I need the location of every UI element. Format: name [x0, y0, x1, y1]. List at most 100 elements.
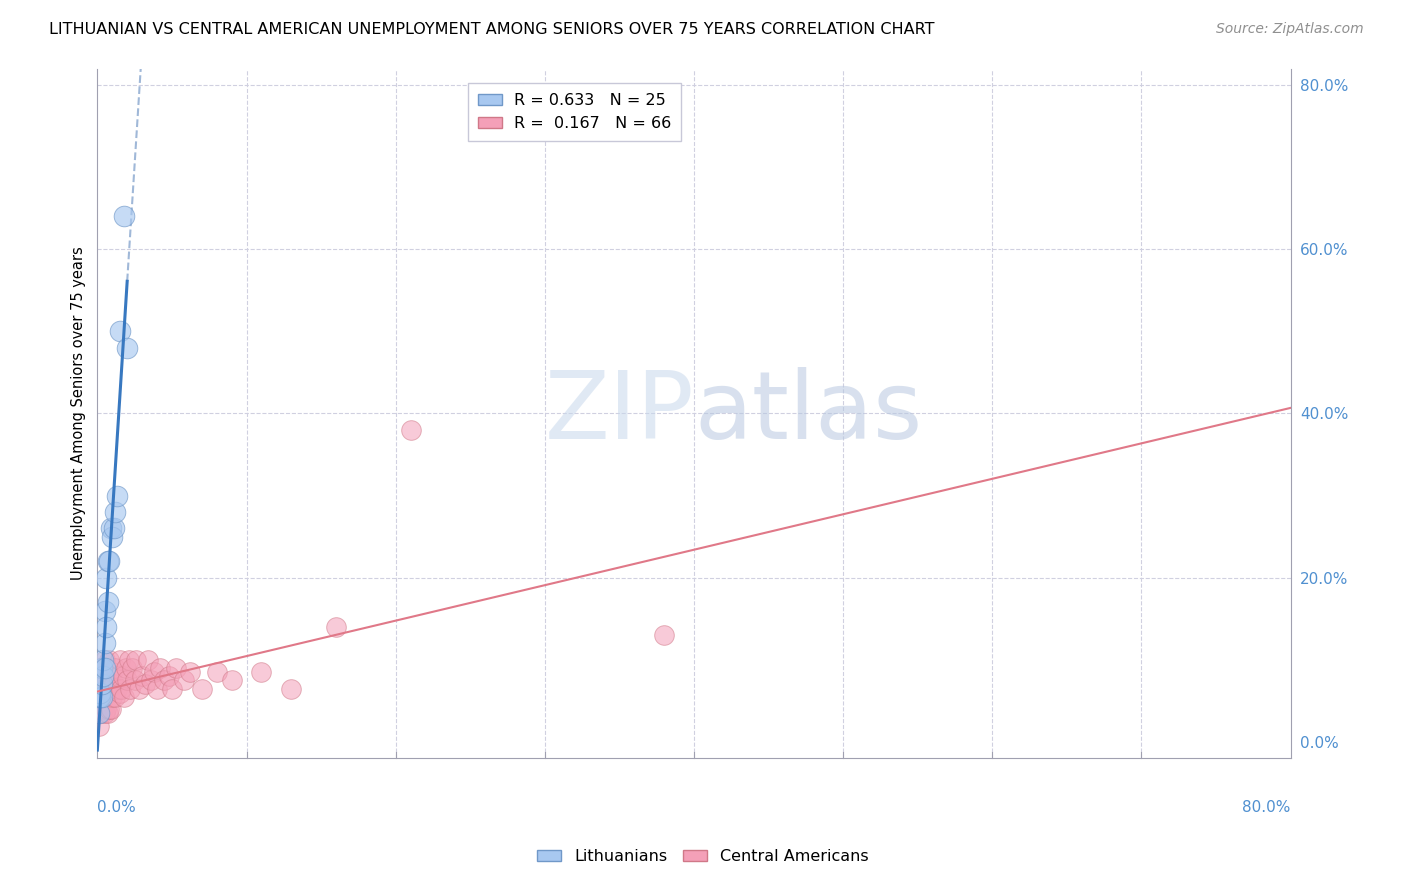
Point [120, 681, 142, 696]
Legend: R = 0.633   N = 25, R =  0.167   N = 66: R = 0.633 N = 25, R = 0.167 N = 66 [468, 84, 682, 141]
Point [94, 706, 117, 721]
Point [205, 665, 228, 679]
Point [101, 665, 124, 679]
Point [108, 324, 131, 338]
Point [87, 718, 110, 732]
Legend: Lithuanians, Central Americans: Lithuanians, Central Americans [531, 843, 875, 871]
Point [103, 521, 125, 535]
Point [104, 505, 127, 519]
Point [98, 681, 121, 696]
Point [112, 210, 135, 224]
Point [90, 690, 112, 704]
Text: Source: ZipAtlas.com: Source: ZipAtlas.com [1216, 22, 1364, 37]
Point [325, 620, 347, 634]
Point [89, 661, 111, 675]
Point [90, 661, 112, 675]
Point [91, 653, 114, 667]
Point [143, 665, 166, 679]
Point [105, 681, 128, 696]
Point [89, 690, 111, 704]
Point [89, 686, 111, 700]
Point [94, 636, 117, 650]
Point [89, 702, 111, 716]
Y-axis label: Unemployment Among Seniors over 75 years: Unemployment Among Seniors over 75 years [72, 246, 86, 581]
Text: 0.0%: 0.0% [97, 800, 136, 814]
Point [90, 677, 112, 691]
Point [97, 706, 120, 721]
Point [124, 673, 146, 688]
Point [111, 669, 134, 683]
Point [157, 669, 180, 683]
Point [115, 673, 138, 688]
Point [121, 661, 143, 675]
Point [128, 681, 150, 696]
Point [250, 665, 273, 679]
Point [108, 686, 131, 700]
Text: LITHUANIAN VS CENTRAL AMERICAN UNEMPLOYMENT AMONG SENIORS OVER 75 YEARS CORRELAT: LITHUANIAN VS CENTRAL AMERICAN UNEMPLOYM… [49, 22, 935, 37]
Point [280, 681, 302, 696]
Point [165, 661, 187, 675]
Point [96, 681, 118, 696]
Point [89, 686, 111, 700]
Point [105, 489, 128, 503]
Point [118, 653, 141, 667]
Point [87, 690, 110, 704]
Point [90, 690, 112, 704]
Point [94, 661, 117, 675]
Point [100, 702, 122, 716]
Point [115, 341, 138, 355]
Point [190, 681, 212, 696]
Text: atlas: atlas [695, 368, 922, 459]
Point [221, 673, 243, 688]
Point [149, 661, 172, 675]
Point [104, 661, 127, 675]
Point [108, 653, 131, 667]
Point [101, 690, 124, 704]
Point [94, 653, 117, 667]
Text: ZIP: ZIP [544, 368, 695, 459]
Point [90, 669, 112, 683]
Point [91, 702, 114, 716]
Point [103, 677, 125, 691]
Point [98, 702, 121, 716]
Point [139, 673, 162, 688]
Point [96, 702, 118, 716]
Point [114, 661, 136, 675]
Point [179, 665, 201, 679]
Point [112, 690, 135, 704]
Point [399, 423, 422, 437]
Point [652, 628, 675, 642]
Point [131, 669, 153, 683]
Point [97, 595, 120, 609]
Point [134, 677, 156, 691]
Point [101, 530, 124, 544]
Text: 80.0%: 80.0% [1243, 800, 1291, 814]
Point [100, 521, 122, 535]
Point [91, 669, 114, 683]
Point [87, 690, 110, 704]
Point [100, 677, 122, 691]
Point [91, 686, 114, 700]
Point [96, 620, 118, 634]
Point [136, 653, 159, 667]
Point [96, 571, 118, 585]
Point [146, 681, 169, 696]
Point [87, 706, 110, 721]
Point [107, 669, 129, 683]
Point [104, 690, 127, 704]
Point [125, 653, 148, 667]
Point [97, 554, 120, 568]
Point [94, 677, 117, 691]
Point [97, 677, 120, 691]
Point [94, 603, 117, 617]
Point [173, 673, 195, 688]
Point [160, 681, 183, 696]
Point [94, 690, 117, 704]
Point [98, 554, 121, 568]
Point [98, 653, 121, 667]
Point [91, 661, 114, 675]
Point [87, 706, 110, 721]
Point [90, 706, 112, 721]
Point [153, 673, 176, 688]
Point [110, 681, 132, 696]
